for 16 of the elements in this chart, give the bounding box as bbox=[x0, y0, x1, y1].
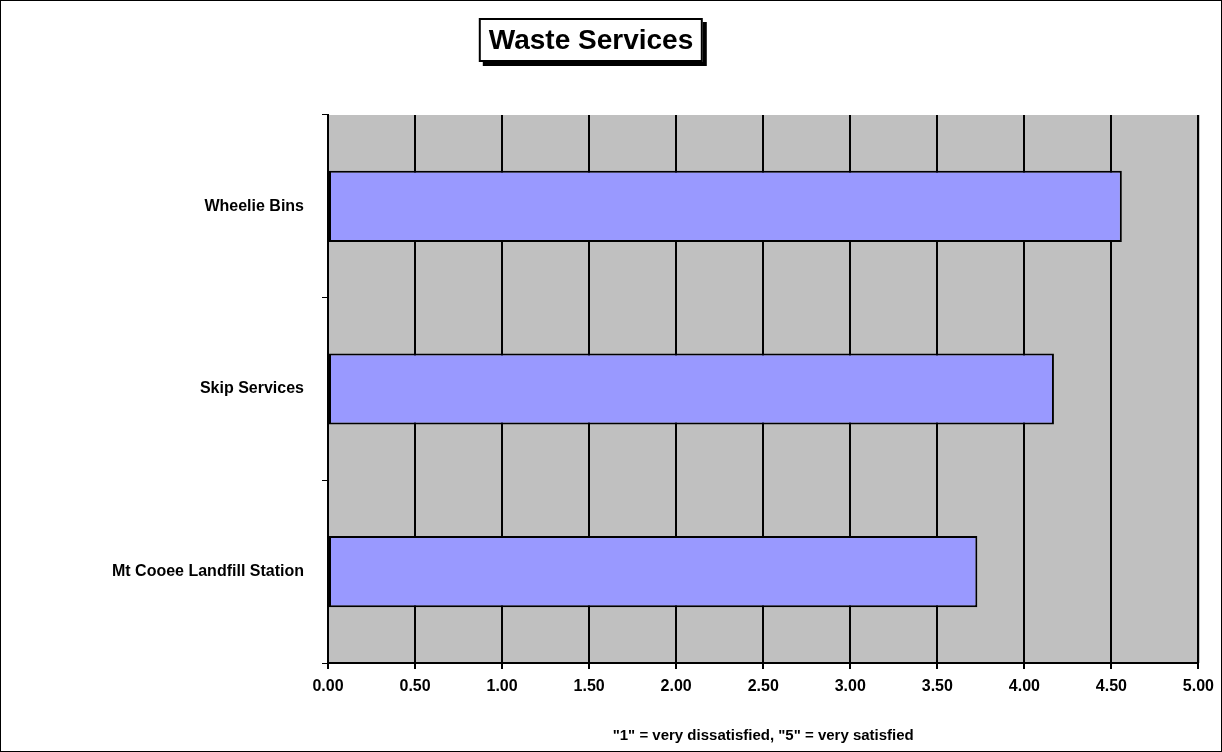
x-tick-label: 1.50 bbox=[573, 677, 605, 695]
x-tick-label: 1.00 bbox=[486, 677, 518, 695]
x-tick-label: 3.50 bbox=[921, 677, 953, 695]
x-tick-label: 2.50 bbox=[747, 677, 779, 695]
x-tick-label: 0.00 bbox=[312, 677, 344, 695]
chart-title: Waste Services bbox=[478, 18, 704, 62]
x-tick-label: 4.50 bbox=[1095, 677, 1128, 695]
x-tick-label: 5.00 bbox=[1182, 677, 1215, 695]
x-axis-title: "1" = very dissatisfied, "5" = very satisfied bbox=[612, 726, 914, 744]
x-tick-label: 3.00 bbox=[834, 677, 866, 695]
y-tick-label: Wheelie Bins bbox=[204, 196, 305, 214]
x-tick-label: 4.00 bbox=[1008, 677, 1041, 695]
x-tick-label: 2.00 bbox=[660, 677, 692, 695]
x-tick-label: 0.50 bbox=[399, 677, 431, 695]
y-tick-label: Skip Services bbox=[199, 379, 305, 397]
y-tick-label: Mt Cooee Landfill Station bbox=[112, 562, 304, 580]
